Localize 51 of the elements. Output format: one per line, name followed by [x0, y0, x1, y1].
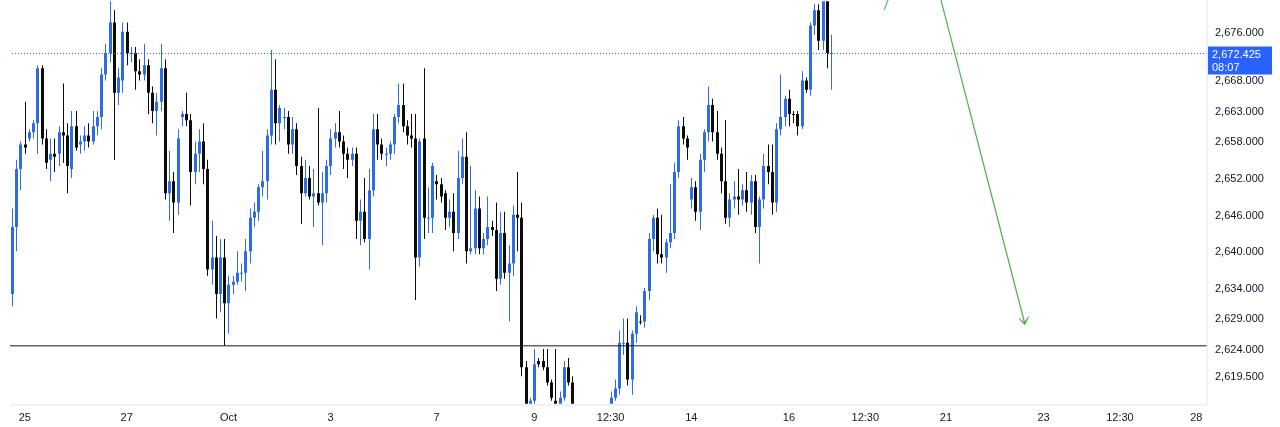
candlestick	[53, 138, 56, 172]
y-tick-label: 2,629.000	[1215, 312, 1264, 325]
candlestick	[385, 147, 388, 166]
candlestick	[321, 172, 324, 246]
candlestick	[830, 34, 833, 90]
candlestick	[87, 123, 90, 148]
x-tick-label: 14	[685, 410, 698, 423]
candlestick	[83, 126, 86, 151]
candlestick	[79, 135, 82, 154]
y-tick-label: 2,640.000	[1215, 245, 1264, 258]
x-tick-label: 16	[782, 410, 796, 423]
x-tick-label: Oct	[220, 410, 238, 423]
y-tick-label: 2,668.000	[1215, 74, 1264, 87]
candlestick	[508, 245, 511, 322]
y-tick-label: 2,619.500	[1215, 370, 1264, 383]
candlestick	[554, 348, 557, 404]
candlestick	[312, 168, 315, 227]
x-tick-label: 12:30	[851, 410, 880, 423]
candlestick	[427, 187, 430, 233]
x-tick-label: 21	[939, 410, 953, 423]
candlestick	[516, 172, 519, 252]
x-tick-label: 12:30	[596, 410, 625, 423]
x-tick-label: 23	[1037, 410, 1050, 423]
ref-line-label: 2,672.425 08:07	[1212, 47, 1261, 73]
x-tick-label: 28	[1190, 410, 1203, 423]
candlestick	[639, 315, 642, 325]
candlestick	[469, 165, 472, 255]
candlestick	[24, 101, 27, 154]
candlestick	[62, 83, 65, 163]
y-tick-label: 2,646.000	[1215, 208, 1264, 221]
y-tick-label: 2,663.000	[1215, 104, 1264, 117]
y-tick-label: 2,652.000	[1215, 172, 1264, 185]
y-tick-label: 2,624.000	[1215, 342, 1264, 355]
y-tick-label: 2,658.000	[1215, 135, 1264, 148]
candlestick	[669, 184, 672, 249]
x-tick-label: 25	[18, 410, 31, 423]
candlestick	[733, 181, 736, 209]
candlestick	[317, 107, 320, 206]
candlestick	[410, 114, 413, 148]
candlestick	[49, 138, 52, 182]
x-tick-label: 9	[531, 410, 538, 423]
x-tick-label: 12:30	[1106, 410, 1134, 423]
x-tick-label: 7	[433, 410, 440, 423]
x-tick-label: 3	[327, 410, 334, 423]
candlestick	[138, 59, 141, 81]
x-tick-label: 27	[120, 410, 133, 423]
y-tick-label: 2,676.000	[1215, 25, 1264, 38]
candlestick	[283, 107, 286, 130]
candlestick	[737, 168, 740, 215]
candlestick	[660, 214, 663, 264]
y-tick-label: 2,634.000	[1215, 281, 1264, 294]
